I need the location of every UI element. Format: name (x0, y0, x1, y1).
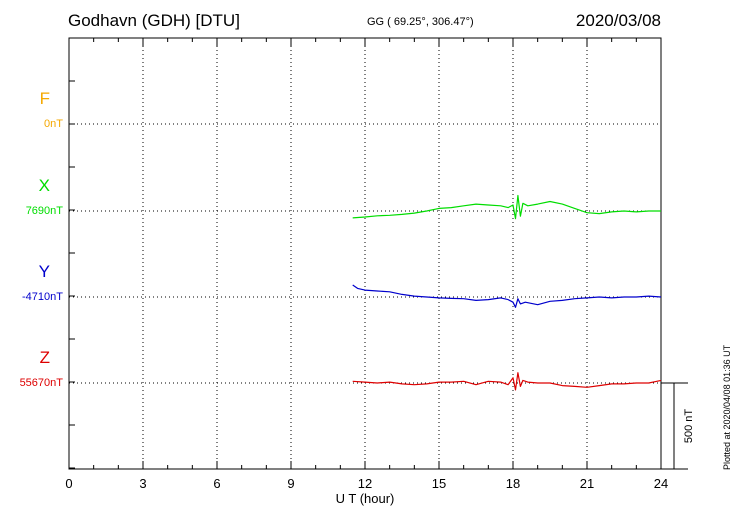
channel-name-f: F (39, 89, 50, 108)
channel-name-y: Y (38, 262, 50, 281)
series-line-z (352, 372, 662, 391)
station-title: Godhavn (GDH) [DTU] (68, 11, 240, 30)
x-tick-label: 12 (358, 476, 372, 491)
series-line-x (352, 194, 661, 220)
plotted-timestamp: Plotted at 2020/04/08 01:36 UT (722, 344, 730, 470)
x-tick-label: 6 (213, 476, 220, 491)
channel-baseline-f: 0nT (44, 118, 63, 130)
scale-bar-label: 500 nT (683, 409, 695, 444)
channel-baseline-x: 7690nT (25, 205, 63, 217)
x-tick-label: 18 (506, 476, 520, 491)
channel-baseline-z: 55670nT (19, 377, 63, 389)
x-tick-label: 3 (139, 476, 146, 491)
channel-name-x: X (38, 176, 50, 195)
coordinates-label: GG ( 69.25°, 306.47°) (367, 16, 474, 28)
channel-name-z: Z (39, 348, 50, 367)
channel-baseline-y: -4710nT (22, 291, 63, 303)
series-line-y (352, 284, 662, 308)
x-tick-label: 24 (654, 476, 668, 491)
date-label: 2020/03/08 (575, 11, 661, 30)
x-tick-label: 9 (287, 476, 294, 491)
x-tick-label: 0 (65, 476, 72, 491)
x-tick-label: 21 (580, 476, 594, 491)
x-axis-label: U T (hour) (336, 491, 395, 506)
x-tick-label: 15 (432, 476, 446, 491)
